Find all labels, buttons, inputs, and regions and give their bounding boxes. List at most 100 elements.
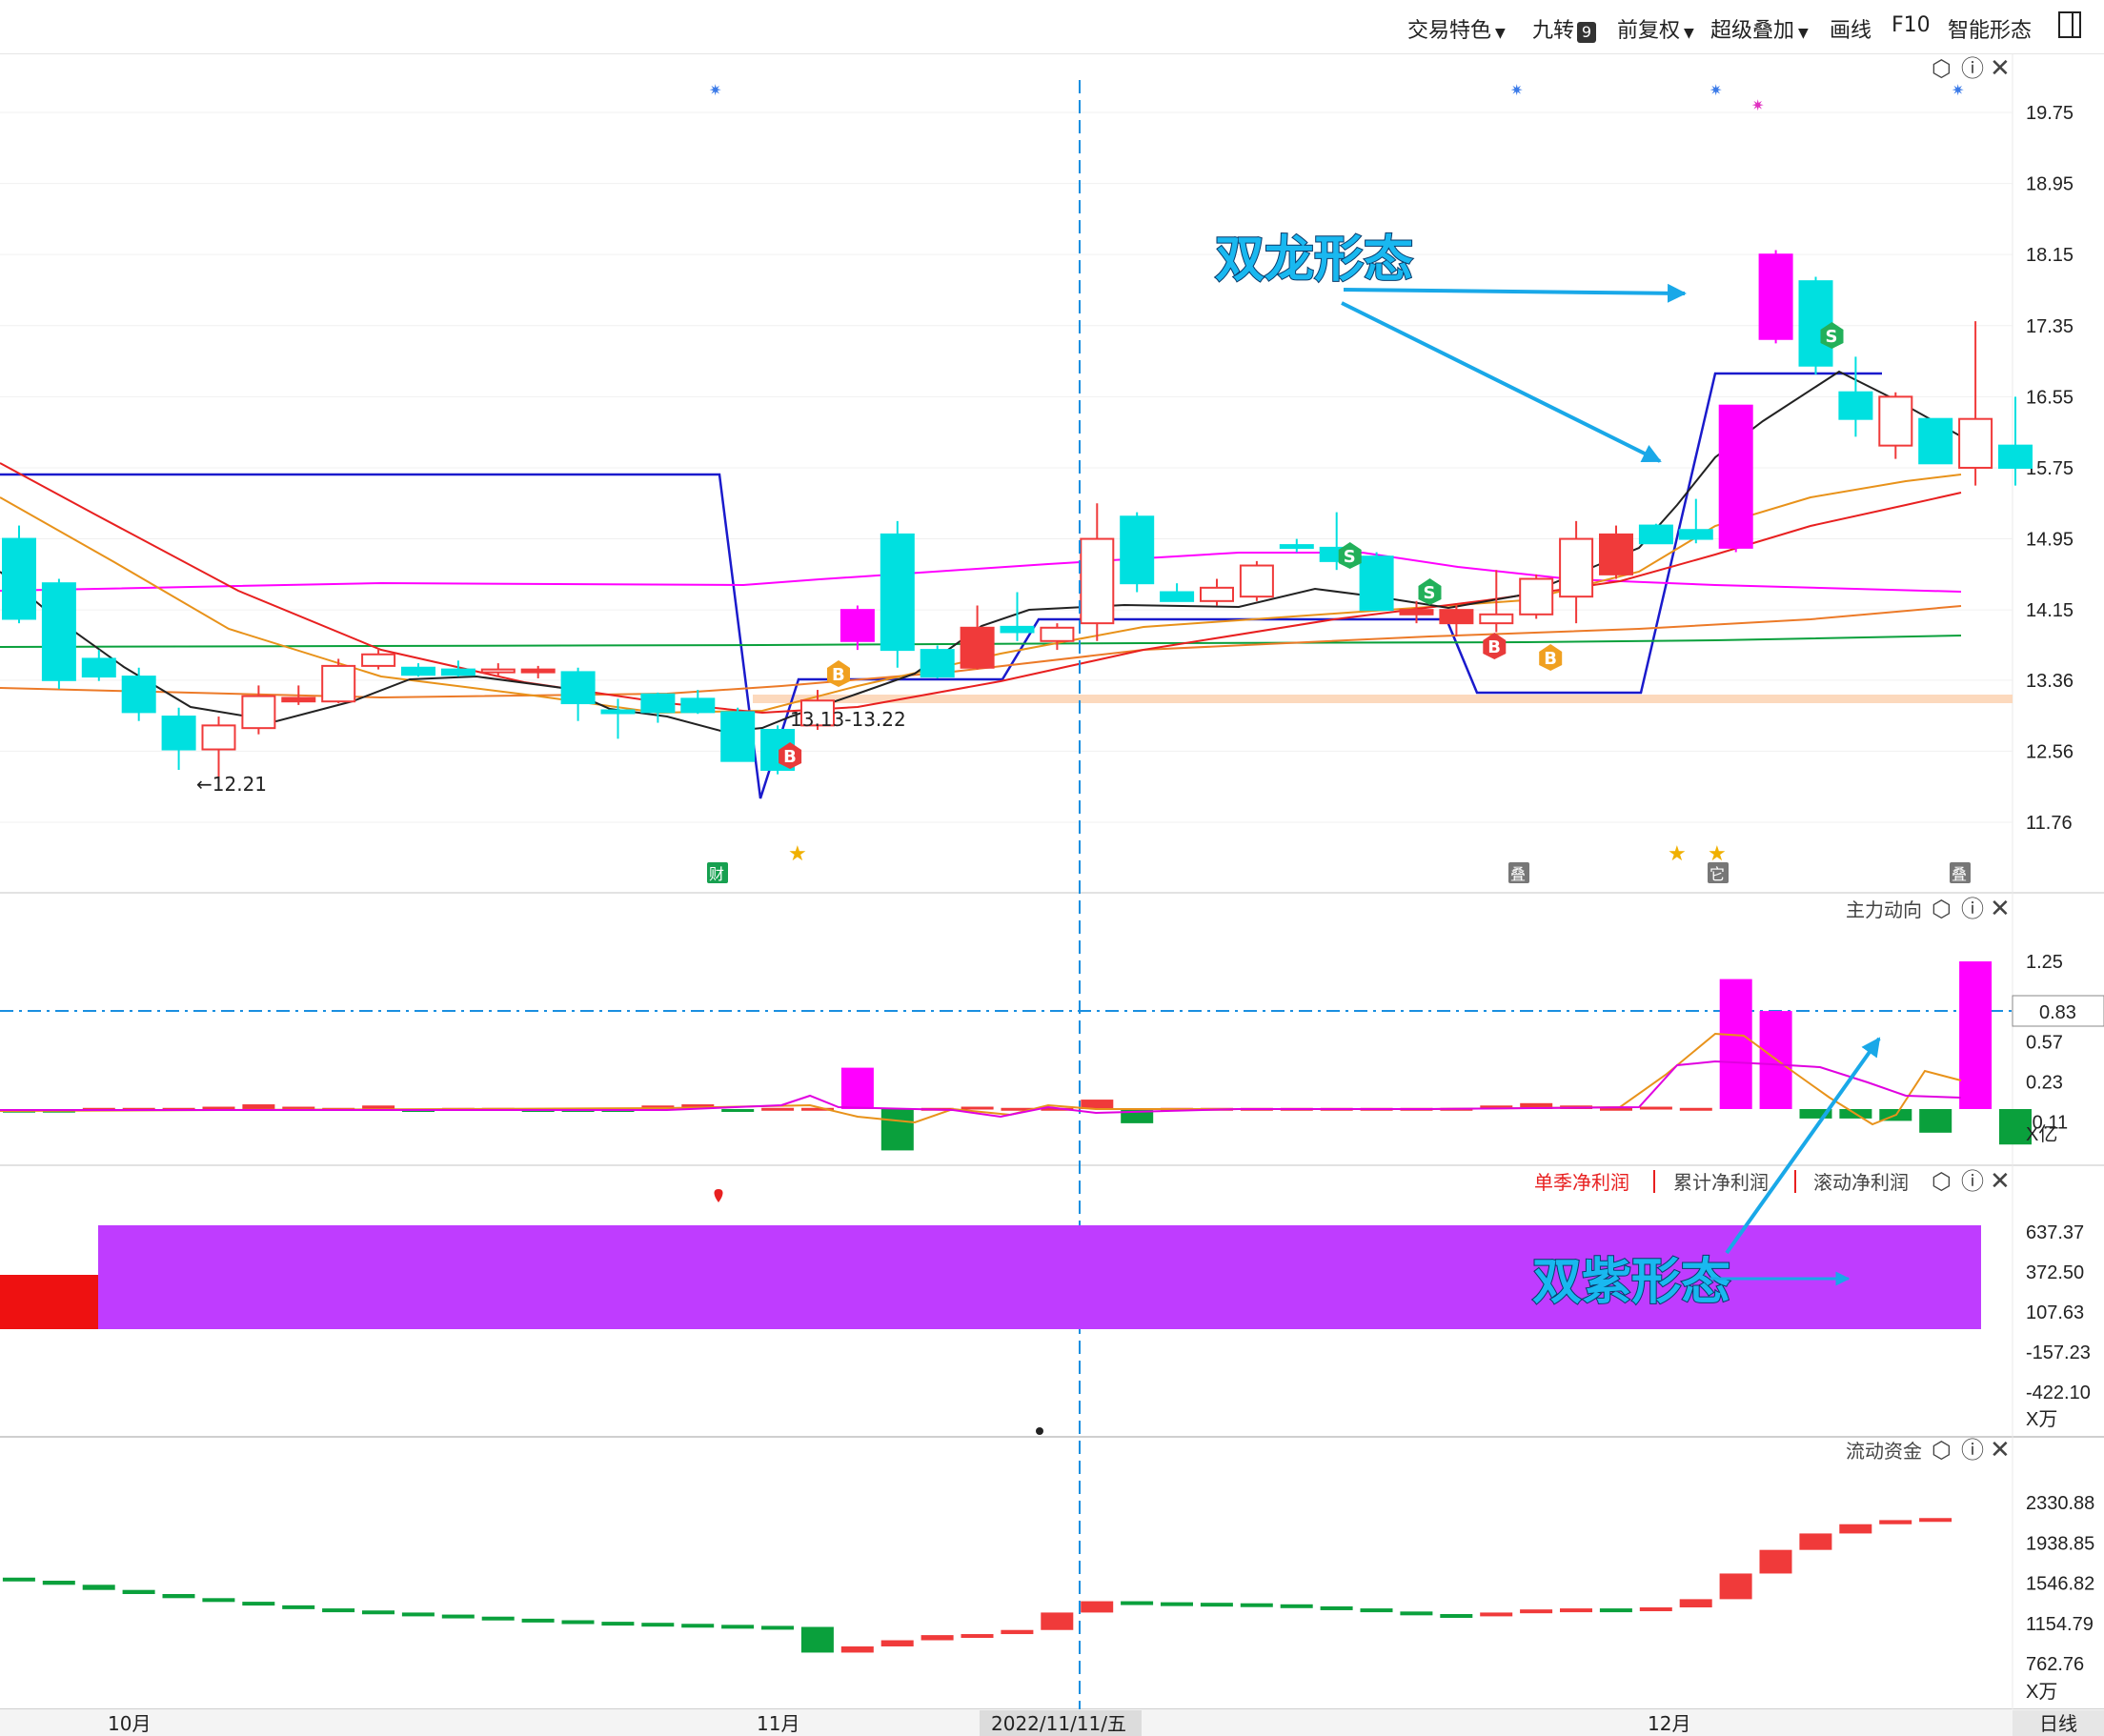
force-bar bbox=[1919, 1109, 1952, 1133]
candle-body bbox=[1399, 609, 1434, 616]
moving-averages bbox=[0, 370, 1962, 734]
liquidity-bar bbox=[1200, 1603, 1233, 1607]
price-tick-label: 18.15 bbox=[2026, 245, 2074, 266]
candle-body bbox=[880, 533, 915, 652]
liquidity-bar bbox=[401, 1612, 435, 1617]
help-icon[interactable]: ⓘ bbox=[1961, 1437, 1984, 1463]
caret-down-icon: ▼ bbox=[1798, 26, 1809, 41]
profit-tick-label: 107.63 bbox=[2026, 1302, 2084, 1323]
candle-body bbox=[440, 668, 475, 676]
liquidity-bar bbox=[840, 1645, 874, 1653]
liquidity-bar bbox=[1679, 1599, 1712, 1608]
candle-body bbox=[201, 724, 236, 751]
candle-body bbox=[121, 676, 156, 714]
help-icon[interactable]: ⓘ bbox=[1961, 896, 1984, 922]
close-icon[interactable]: ✕ bbox=[1990, 1436, 2011, 1464]
profit-roll-tab[interactable]: 滚动净利润 bbox=[1813, 1171, 1909, 1194]
adjust-label: 前复权 bbox=[1617, 19, 1681, 43]
range-label: 13.13-13.22 bbox=[790, 708, 906, 731]
liquidity-bar bbox=[42, 1581, 75, 1585]
period-button[interactable]: 日线 bbox=[2039, 1712, 2077, 1735]
event-star: ★ bbox=[788, 842, 807, 866]
buy-signal-text: B bbox=[783, 747, 797, 767]
help-icon[interactable]: ⓘ bbox=[1961, 55, 1984, 82]
ma-line-green bbox=[0, 635, 1962, 648]
profit-cum-tab[interactable]: 累计净利润 bbox=[1673, 1171, 1769, 1194]
crosshair-value-box bbox=[2012, 995, 2104, 1027]
caret-down-icon: ▼ bbox=[1495, 26, 1506, 41]
candle-body bbox=[1998, 444, 2033, 469]
liquidity-tick-label: 2330.88 bbox=[2026, 1493, 2094, 1514]
trade-feature-menu[interactable]: 交易特色 ▼ bbox=[1407, 13, 1506, 44]
finance-marker-text: 财 bbox=[709, 865, 724, 883]
settings-icon[interactable]: ⬡ bbox=[1932, 896, 1952, 922]
price-tick-label: 11.76 bbox=[2026, 813, 2073, 834]
dragon-arrow-1 bbox=[1343, 283, 1687, 303]
profit-bar-q-current bbox=[98, 1225, 1981, 1329]
liquidity-bars bbox=[2, 1518, 1952, 1653]
xaxis-nov: 11月 bbox=[757, 1712, 799, 1735]
candle-body bbox=[680, 697, 716, 714]
liquidity-bar bbox=[1440, 1614, 1473, 1619]
smart-pattern-button[interactable]: 智能形态 bbox=[1948, 19, 2033, 43]
candle-body bbox=[1678, 529, 1713, 540]
liquidity-bar bbox=[601, 1622, 635, 1626]
candle-body bbox=[81, 657, 116, 678]
nine-turn-button[interactable]: 九转 9 bbox=[1532, 13, 1597, 44]
xaxis-dec: 12月 bbox=[1648, 1712, 1690, 1735]
layout-icon[interactable] bbox=[2058, 11, 2081, 38]
candle-body bbox=[1958, 417, 1993, 469]
period-button-bg bbox=[2013, 1710, 2104, 1736]
candle-body bbox=[1758, 253, 1793, 340]
candle-body bbox=[321, 664, 356, 703]
overlay-menu[interactable]: 超级叠加 ▼ bbox=[1710, 13, 1809, 44]
draw-button[interactable]: 画线 bbox=[1830, 19, 1872, 43]
liquidity-bar bbox=[1879, 1520, 1912, 1524]
force-tick-label: 0.23 bbox=[2026, 1072, 2063, 1093]
liquidity-bar bbox=[1919, 1518, 1952, 1523]
force-bar bbox=[362, 1105, 395, 1109]
buy-signal-badge bbox=[779, 742, 802, 769]
settings-icon[interactable]: ⬡ bbox=[1932, 1168, 1952, 1195]
candle-body bbox=[640, 693, 676, 714]
close-icon[interactable]: ✕ bbox=[1990, 895, 2011, 923]
help-icon[interactable]: ⓘ bbox=[1961, 1168, 1984, 1195]
candle-body bbox=[920, 649, 955, 678]
buy-signal-badge bbox=[1539, 644, 1563, 671]
stack-marker-tag bbox=[1950, 862, 1971, 883]
candle-body bbox=[161, 716, 196, 751]
profit-dot bbox=[1036, 1427, 1043, 1435]
f10-button[interactable]: F10 bbox=[1892, 13, 1931, 37]
close-icon[interactable]: ✕ bbox=[1990, 54, 2011, 83]
settings-icon[interactable]: ⬡ bbox=[1932, 1437, 1952, 1463]
liquidity-unit: X万 bbox=[2026, 1682, 2057, 1703]
candle-body bbox=[1479, 613, 1514, 625]
overlay-label: 超级叠加 bbox=[1710, 19, 1795, 43]
settings-icon[interactable]: ⬡ bbox=[1932, 55, 1952, 82]
force-bar bbox=[1999, 1109, 2032, 1145]
sell-signal-text: S bbox=[1826, 327, 1838, 347]
main-force-axis: 1.25 0.57 0.23 -0.11 bbox=[2026, 952, 2068, 1134]
adjust-menu[interactable]: 前复权 ▼ bbox=[1617, 13, 1694, 44]
force-unit: X亿 bbox=[2026, 1123, 2057, 1145]
liquidity-bar bbox=[800, 1626, 834, 1653]
candle-body bbox=[401, 666, 435, 676]
price-grid bbox=[0, 111, 2013, 823]
liquidity-bar bbox=[1121, 1601, 1154, 1605]
finance-marker-tag bbox=[707, 862, 728, 883]
profit-unit: X万 bbox=[2026, 1409, 2057, 1430]
profit-single-tab[interactable]: 单季净利润 bbox=[1534, 1171, 1629, 1194]
candle-body bbox=[1200, 586, 1234, 602]
nine-turn-label: 九转 bbox=[1532, 19, 1575, 43]
sparkle-icon: ✷ bbox=[1710, 81, 1722, 99]
crosshair-date: 2022/11/11/五 bbox=[991, 1712, 1126, 1735]
liquidity-bar bbox=[1719, 1573, 1752, 1600]
profit-bar-q-prev bbox=[0, 1275, 98, 1329]
panel-controls-main: ⬡ ⓘ ✕ bbox=[1932, 54, 2011, 83]
stack-marker-tag bbox=[1508, 862, 1529, 883]
close-icon[interactable]: ✕ bbox=[1990, 1167, 2011, 1196]
candle-body bbox=[1439, 609, 1474, 625]
candle-body bbox=[1080, 537, 1115, 625]
candle-body bbox=[1279, 544, 1314, 550]
